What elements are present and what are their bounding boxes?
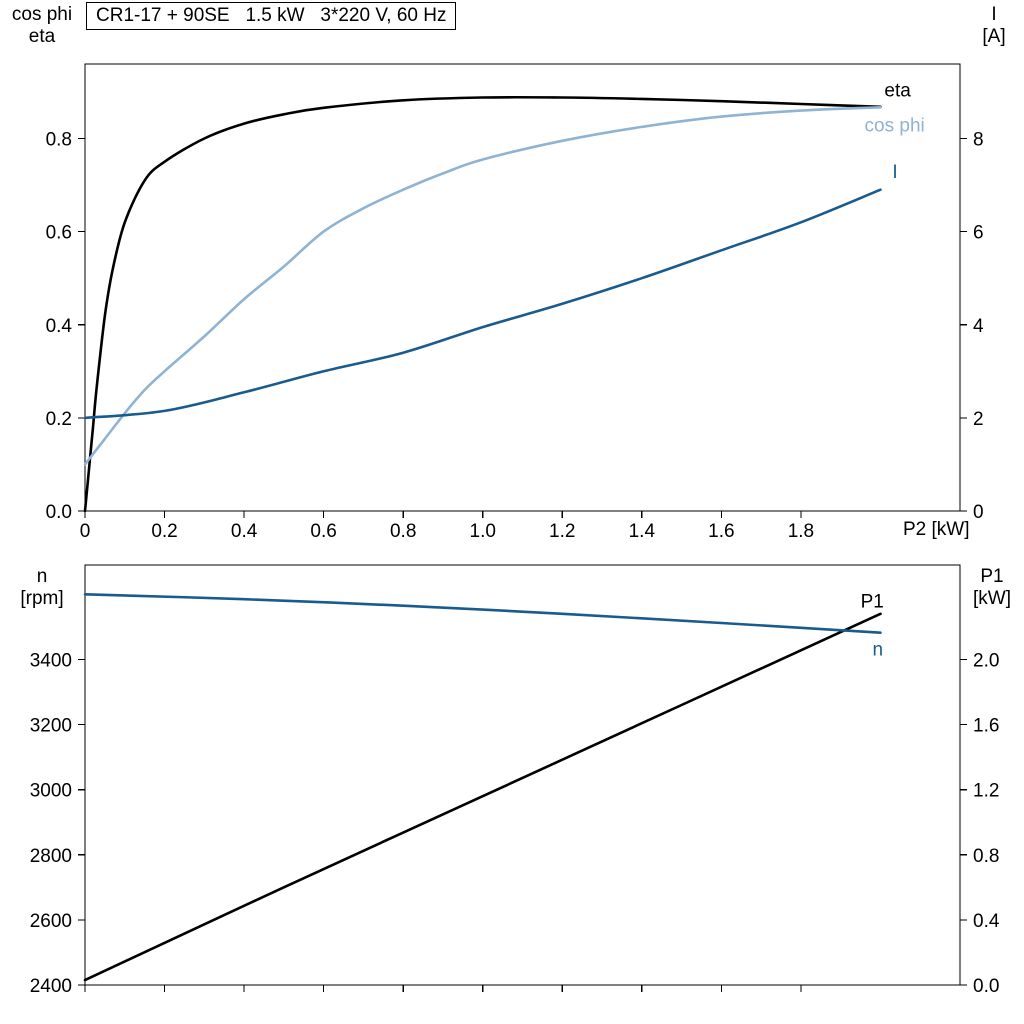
axis-title-current: I bbox=[991, 4, 997, 25]
svg-text:2800: 2800 bbox=[30, 846, 72, 867]
svg-text:2600: 2600 bbox=[30, 911, 72, 932]
axis-title-rpm-unit: [rpm] bbox=[20, 588, 64, 609]
bottom-chart-left-axis-title: n [rpm] bbox=[2, 566, 82, 610]
svg-text:0.6: 0.6 bbox=[310, 521, 336, 542]
top-chart-left-axis-title: cos phi eta bbox=[2, 4, 82, 48]
svg-text:cos phi: cos phi bbox=[865, 116, 925, 137]
svg-text:3200: 3200 bbox=[30, 716, 72, 737]
svg-text:I: I bbox=[892, 162, 897, 183]
svg-text:1.2: 1.2 bbox=[973, 781, 999, 802]
axis-title-kw-unit: [kW] bbox=[973, 588, 1011, 609]
svg-text:6: 6 bbox=[973, 223, 984, 244]
svg-text:0.0: 0.0 bbox=[46, 502, 72, 523]
svg-text:2400: 2400 bbox=[30, 976, 72, 997]
svg-text:0.6: 0.6 bbox=[46, 223, 72, 244]
axis-title-input-power: P1 bbox=[980, 566, 1004, 587]
svg-text:2.0: 2.0 bbox=[973, 650, 999, 671]
svg-text:8: 8 bbox=[973, 130, 984, 151]
svg-text:0.4: 0.4 bbox=[46, 316, 73, 337]
axis-title-ampere-unit: [A] bbox=[982, 26, 1006, 47]
svg-text:0.2: 0.2 bbox=[46, 409, 72, 430]
svg-text:0.2: 0.2 bbox=[151, 521, 177, 542]
axis-title-cos-phi: cos phi bbox=[11, 4, 73, 25]
top-chart-right-axis-title: I [A] bbox=[966, 4, 1022, 48]
svg-text:0.4: 0.4 bbox=[231, 521, 258, 542]
svg-text:1.6: 1.6 bbox=[708, 521, 734, 542]
svg-text:1.2: 1.2 bbox=[549, 521, 575, 542]
bottom-chart-right-axis-title: P1 [kW] bbox=[962, 566, 1022, 610]
svg-text:1.6: 1.6 bbox=[973, 716, 999, 737]
svg-text:P1: P1 bbox=[861, 591, 884, 612]
svg-text:1.4: 1.4 bbox=[629, 521, 656, 542]
svg-text:0.8: 0.8 bbox=[46, 130, 72, 151]
svg-text:1.8: 1.8 bbox=[788, 521, 814, 542]
svg-text:eta: eta bbox=[884, 81, 911, 102]
axis-title-eta: eta bbox=[28, 26, 56, 47]
svg-text:3400: 3400 bbox=[30, 650, 72, 671]
svg-text:0.8: 0.8 bbox=[973, 846, 999, 867]
svg-text:0.0: 0.0 bbox=[973, 976, 999, 997]
svg-text:3000: 3000 bbox=[30, 781, 72, 802]
svg-text:0.8: 0.8 bbox=[390, 521, 416, 542]
chart-title-box: CR1-17 + 90SE 1.5 kW 3*220 V, 60 Hz bbox=[86, 2, 457, 30]
svg-text:1.0: 1.0 bbox=[470, 521, 496, 542]
axis-title-speed: n bbox=[36, 566, 48, 587]
svg-text:n: n bbox=[873, 640, 884, 661]
svg-text:0: 0 bbox=[973, 502, 984, 523]
x-axis-title: P2 [kW] bbox=[903, 519, 970, 540]
svg-text:0: 0 bbox=[80, 521, 91, 542]
svg-text:4: 4 bbox=[973, 316, 984, 337]
svg-text:0.4: 0.4 bbox=[973, 911, 1000, 932]
svg-text:2: 2 bbox=[973, 409, 984, 430]
